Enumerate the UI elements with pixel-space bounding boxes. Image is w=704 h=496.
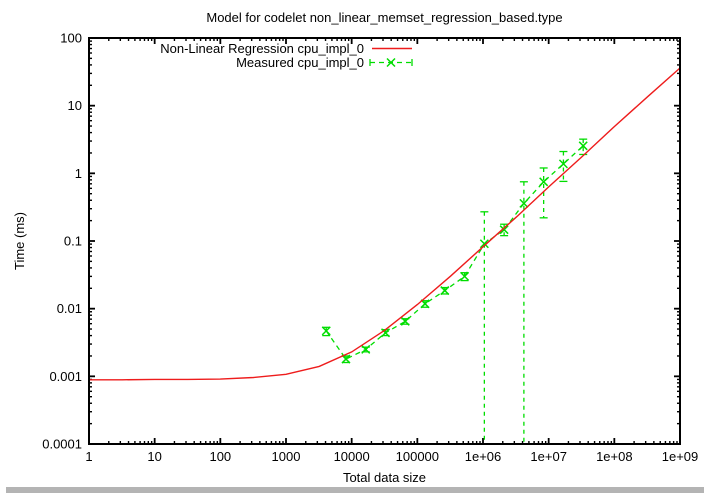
x-tick-label: 10000 — [334, 449, 370, 464]
window-bottom-edge — [6, 487, 704, 493]
measured-point-marker — [558, 159, 568, 169]
measured-point-marker — [539, 177, 549, 187]
legend-label-regression: Non-Linear Regression cpu_impl_0 — [160, 41, 364, 56]
y-tick-label: 100 — [60, 31, 82, 46]
plot-frame — [88, 37, 681, 445]
measured-point-marker — [361, 344, 371, 354]
measured-point-marker — [380, 328, 391, 338]
measured-markers — [321, 141, 588, 364]
x-tick-label: 100000 — [396, 449, 439, 464]
measured-point-marker — [499, 225, 509, 235]
x-axis-label: Total data size — [343, 470, 426, 485]
measured-line — [325, 145, 584, 360]
y-tick-label: 10 — [68, 98, 82, 113]
measured-point-marker — [400, 316, 410, 326]
y-tick-label: 0.1 — [64, 234, 82, 249]
x-tick-label: 1 — [85, 449, 92, 464]
measured-point-marker — [519, 198, 529, 208]
legend-sample-x-marker — [386, 57, 396, 68]
legend: Non-Linear Regression cpu_impl_0Measured… — [160, 41, 413, 70]
x-tick-label: 1e+07 — [530, 449, 567, 464]
measured-point-marker — [440, 286, 450, 296]
x-tick-label: 100 — [209, 449, 231, 464]
measured-point-marker — [341, 354, 351, 364]
regression-curve — [89, 67, 681, 381]
measured-point-marker — [578, 141, 588, 151]
measured-point-marker — [460, 271, 470, 281]
y-axis-label: Time (ms) — [12, 212, 27, 270]
measured-point-marker — [479, 239, 489, 249]
x-tick-label: 10 — [147, 449, 161, 464]
legend-label-measured: Measured cpu_impl_0 — [236, 55, 364, 70]
chart-title: Model for codelet non_linear_memset_regr… — [206, 10, 562, 25]
y-tick-label: 0.001 — [49, 369, 82, 384]
y-tick-label: 0.01 — [57, 301, 82, 316]
y-tick-label: 1 — [75, 166, 82, 181]
x-tick-label: 1000 — [272, 449, 301, 464]
x-tick-label: 1e+09 — [662, 449, 699, 464]
axis-ticks: 1 10 100 1000 10000 100000 1e+06 1e+07 1e+08 1e+0… — [42, 31, 698, 465]
measured-point-marker — [420, 299, 430, 309]
y-tick-label: 0.0001 — [42, 437, 82, 452]
x-tick-label: 1e+08 — [596, 449, 633, 464]
measured-point-marker — [321, 326, 331, 336]
x-tick-label: 1e+06 — [465, 449, 502, 464]
